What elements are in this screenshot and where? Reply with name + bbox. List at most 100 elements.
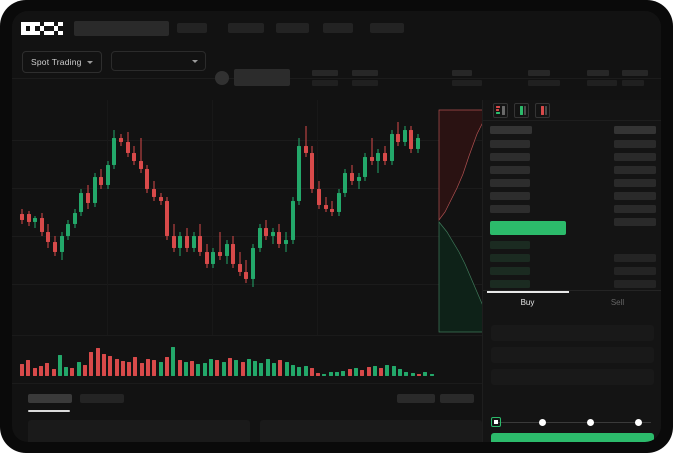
logo-block <box>53 26 59 31</box>
market-type-select[interactable]: Spot Trading <box>22 51 102 73</box>
ticker-stat-value <box>587 80 617 86</box>
tab-buy[interactable]: Buy <box>520 298 535 307</box>
candle <box>198 100 203 335</box>
orderbook-bids-icon[interactable] <box>514 103 529 118</box>
candle <box>204 100 209 335</box>
order-field-2[interactable] <box>491 347 654 363</box>
candlestick-chart[interactable] <box>12 100 482 335</box>
nav-item-4[interactable] <box>323 23 353 33</box>
orderbook-last-price[interactable] <box>490 221 566 235</box>
orderbook-bid-price-4[interactable] <box>490 280 530 288</box>
volume-bar <box>253 361 258 376</box>
volume-bar <box>221 362 226 376</box>
candle <box>191 100 196 335</box>
candle <box>389 100 394 335</box>
candle <box>185 100 189 335</box>
ticker-stat-1 <box>312 70 338 86</box>
logo-block <box>39 26 45 31</box>
stepper-step-2[interactable] <box>539 418 546 426</box>
volume-bar <box>385 364 390 376</box>
orderbook-ask-price-5[interactable] <box>490 192 530 200</box>
logo-block <box>30 22 35 27</box>
tab-sell[interactable]: Sell <box>610 298 625 307</box>
orderbook-bid-amount-2[interactable] <box>614 254 656 262</box>
stepper-step-4[interactable] <box>635 418 642 426</box>
nav-item-2[interactable] <box>228 23 264 33</box>
orderbook-ask-price-3[interactable] <box>490 166 530 174</box>
candle <box>323 100 328 335</box>
volume-bar <box>171 347 176 376</box>
tab-open-orders[interactable] <box>28 394 72 403</box>
trading-pair-select[interactable] <box>111 51 206 71</box>
candle <box>132 100 137 335</box>
orderbook-bid-price-1[interactable] <box>490 241 530 249</box>
chevron-down-icon <box>192 59 198 63</box>
orderbook-bid-price-2[interactable] <box>490 254 530 262</box>
orderbook-ask-amount-5[interactable] <box>614 192 656 200</box>
orderbook-last-amount[interactable] <box>614 218 656 226</box>
volume-bar <box>398 368 402 376</box>
submit-order-button[interactable] <box>491 433 654 442</box>
ticker-stat-3 <box>452 70 482 86</box>
orderbook-ask-amount-6[interactable] <box>614 205 656 213</box>
candle <box>218 100 222 335</box>
okx-logo[interactable] <box>21 22 63 35</box>
candle <box>363 100 368 335</box>
volume-bar <box>335 372 339 376</box>
logo-block <box>44 30 49 35</box>
volume-bar <box>114 359 119 376</box>
volume-bar <box>133 356 138 376</box>
tab-order-history[interactable] <box>80 394 124 403</box>
orderbook-ask-price-6[interactable] <box>490 205 530 213</box>
orderbook-ask-amount-2[interactable] <box>614 153 656 161</box>
orders-action-button-1[interactable] <box>397 394 435 403</box>
orders-action-button-2[interactable] <box>440 394 474 403</box>
orderbook-ask-price-4[interactable] <box>490 179 530 187</box>
candle <box>145 100 150 335</box>
order-field-3[interactable] <box>491 369 654 385</box>
stepper-step-1-active[interactable] <box>491 417 501 427</box>
ticker-stat-label <box>528 70 550 76</box>
nav-item-3[interactable] <box>276 23 309 33</box>
orderbook-ask-price-2[interactable] <box>490 153 530 161</box>
logo-block <box>30 30 35 35</box>
candle <box>409 100 414 335</box>
order-field-1[interactable] <box>491 325 654 341</box>
nav-item-5[interactable] <box>370 23 404 33</box>
orderbook-ask-amount-4[interactable] <box>614 179 656 187</box>
volume-bar <box>379 367 384 376</box>
orderbook-bid-amount-3[interactable] <box>614 267 656 275</box>
chart-gridline <box>12 188 482 189</box>
volume-bar <box>95 348 100 376</box>
chart-toolbar: fx <box>12 78 661 114</box>
search-input[interactable] <box>74 21 169 36</box>
volume-bar <box>284 362 289 376</box>
ticker-stat-value <box>312 80 338 86</box>
orderbook-asks-icon[interactable] <box>535 103 550 118</box>
volume-bar <box>366 367 371 376</box>
orderbook-bid-price-3[interactable] <box>490 267 530 275</box>
volume-bar <box>341 370 346 376</box>
volume-bar <box>416 373 421 376</box>
volume-bar <box>64 367 69 376</box>
candle <box>72 100 77 335</box>
orderbook-both-icon[interactable] <box>493 103 508 118</box>
volume-bar <box>38 365 43 376</box>
candle <box>138 100 143 335</box>
candle <box>33 100 38 335</box>
stepper-step-3[interactable] <box>587 418 594 426</box>
orders-panel-left <box>28 420 250 442</box>
market-type-label: Spot Trading <box>31 57 82 67</box>
candle <box>99 100 104 335</box>
volume-bar <box>190 361 195 376</box>
ticker-stat-4 <box>528 70 560 86</box>
nav-item-1[interactable] <box>177 23 207 33</box>
volume-bar <box>196 364 201 376</box>
orderbook-ask-price-1[interactable] <box>490 140 530 148</box>
orderbook-divider <box>483 120 661 121</box>
ticker-stat-2 <box>352 70 378 86</box>
orderbook-bid-amount-4[interactable] <box>614 280 656 288</box>
volume-bar <box>240 361 245 376</box>
orderbook-ask-amount-1[interactable] <box>614 140 656 148</box>
orderbook-ask-amount-3[interactable] <box>614 166 656 174</box>
